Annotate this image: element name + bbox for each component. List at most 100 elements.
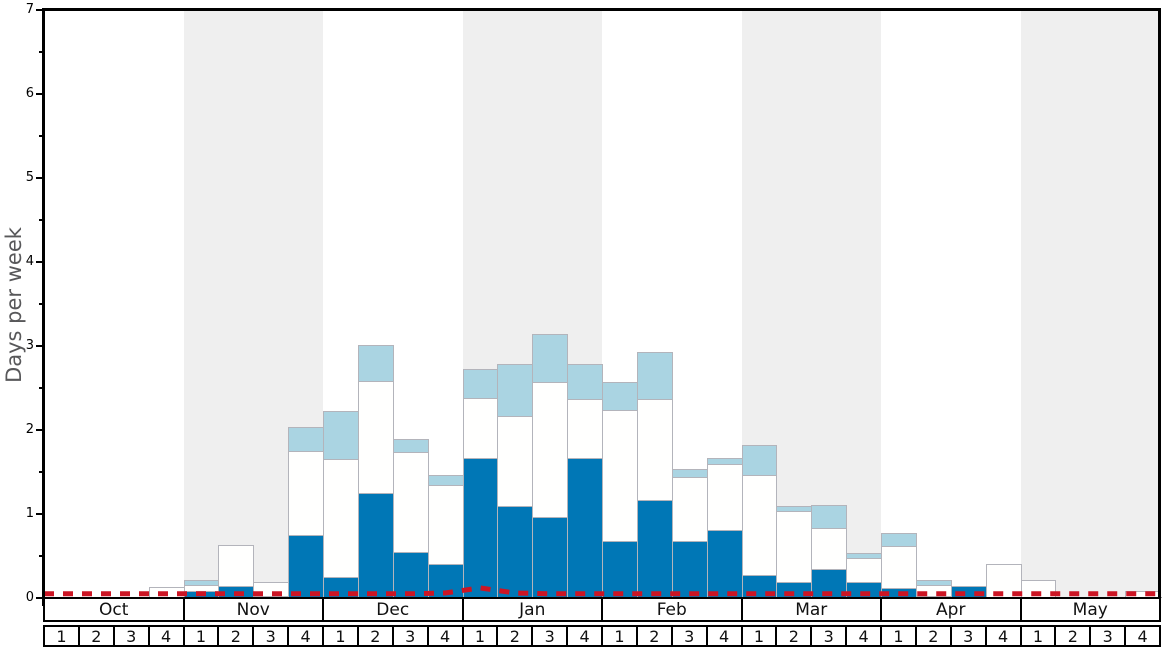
week-cell-apr-1: 1 bbox=[880, 625, 917, 647]
y-tick-label: 2 bbox=[25, 422, 34, 437]
y-major-tick bbox=[36, 345, 44, 347]
bar-segment-dark-blue-days bbox=[811, 569, 848, 599]
bar-segment-light-blue-days bbox=[602, 382, 638, 411]
week-cell-nov-3: 3 bbox=[252, 625, 290, 647]
week-cell-feb-3: 3 bbox=[670, 625, 708, 647]
y-minor-tick bbox=[39, 387, 44, 389]
bar-segment-white-days bbox=[567, 398, 603, 459]
y-tick-label: 0 bbox=[25, 590, 34, 605]
bar-segment-dark-blue-days bbox=[427, 563, 464, 599]
week-cell-oct-4: 4 bbox=[147, 625, 185, 647]
week-cell-may-3: 3 bbox=[1089, 625, 1127, 647]
bar-segment-white-days bbox=[985, 564, 1022, 599]
week-cell-mar-4: 4 bbox=[845, 625, 882, 647]
week-cell-mar-3: 3 bbox=[810, 625, 848, 647]
bar-segment-white-days bbox=[776, 510, 813, 584]
bar-segment-white-days bbox=[218, 545, 255, 588]
y-major-tick bbox=[36, 177, 44, 179]
week-cell-oct-2: 2 bbox=[77, 625, 115, 647]
bar-segment-light-blue-days bbox=[776, 505, 813, 512]
week-cell-jan-3: 3 bbox=[531, 625, 569, 647]
bar-segment-light-blue-days bbox=[323, 410, 359, 460]
y-minor-tick bbox=[39, 219, 44, 221]
week-cell-may-4: 4 bbox=[1124, 625, 1161, 647]
y-tick-label: 1 bbox=[25, 506, 34, 521]
bar-segment-light-blue-days bbox=[706, 457, 743, 466]
bar-segment-dark-blue-days bbox=[567, 457, 603, 599]
y-tick-label: 6 bbox=[25, 86, 34, 101]
bar-segment-white-days bbox=[392, 451, 429, 553]
bar-segment-light-blue-days bbox=[532, 334, 569, 384]
bar-segment-dark-blue-days bbox=[671, 540, 708, 599]
y-minor-tick bbox=[39, 51, 44, 53]
bar-segment-white-days bbox=[846, 557, 882, 584]
week-cell-dec-3: 3 bbox=[391, 625, 429, 647]
bar-segment-white-days bbox=[915, 585, 952, 598]
month-cell-may: May bbox=[1019, 597, 1161, 622]
bar-segment-white-days bbox=[288, 451, 324, 536]
y-major-tick bbox=[36, 9, 44, 11]
bar-segment-light-blue-days bbox=[811, 504, 848, 530]
bar-segment-light-blue-days bbox=[357, 345, 394, 383]
y-minor-tick bbox=[39, 135, 44, 137]
bar-segment-light-blue-days bbox=[567, 363, 603, 400]
month-cell-nov: Nov bbox=[182, 597, 324, 622]
month-band-may bbox=[1020, 10, 1160, 598]
bar-segment-white-days bbox=[427, 484, 464, 565]
bar-segment-white-days bbox=[811, 528, 848, 571]
y-major-tick bbox=[36, 429, 44, 431]
bar-segment-white-days bbox=[602, 409, 638, 542]
month-cell-oct: Oct bbox=[43, 597, 185, 622]
bar-segment-white-days bbox=[183, 584, 220, 593]
y-minor-tick bbox=[39, 303, 44, 305]
month-axis-row: Oct Nov Dec Jan Feb Mar Apr May bbox=[43, 597, 1161, 622]
bar-segment-dark-blue-days bbox=[532, 517, 569, 599]
bar-segment-light-blue-days bbox=[881, 533, 917, 547]
y-minor-tick bbox=[39, 555, 44, 557]
plot-area bbox=[44, 10, 1161, 599]
week-cell-nov-4: 4 bbox=[287, 625, 324, 647]
bar-segment-white-days bbox=[706, 464, 743, 531]
bar-segment-dark-blue-days bbox=[357, 493, 394, 599]
y-major-tick bbox=[36, 597, 44, 599]
y-minor-tick bbox=[39, 471, 44, 473]
bar-segment-light-blue-days bbox=[288, 427, 324, 452]
month-band-oct bbox=[44, 10, 184, 598]
week-cell-feb-2: 2 bbox=[635, 625, 673, 647]
week-cell-apr-3: 3 bbox=[949, 625, 987, 647]
bar-segment-dark-blue-days bbox=[741, 575, 778, 599]
bar-segment-dark-blue-days bbox=[706, 529, 743, 599]
month-cell-mar: Mar bbox=[740, 597, 882, 622]
week-cell-jan-2: 2 bbox=[496, 625, 534, 647]
bar-segment-dark-blue-days bbox=[602, 540, 638, 599]
week-cell-mar-2: 2 bbox=[775, 625, 813, 647]
bar-segment-white-days bbox=[671, 477, 708, 542]
week-cell-nov-2: 2 bbox=[217, 625, 255, 647]
week-cell-dec-1: 1 bbox=[322, 625, 359, 647]
month-cell-jan: Jan bbox=[461, 597, 603, 622]
bar-segment-white-days bbox=[253, 582, 290, 598]
week-cell-oct-3: 3 bbox=[112, 625, 150, 647]
bar-segment-dark-blue-days bbox=[392, 551, 429, 599]
month-band-apr bbox=[881, 10, 1021, 598]
bar-segment-light-blue-days bbox=[497, 363, 534, 417]
week-cell-apr-2: 2 bbox=[914, 625, 952, 647]
right-spine bbox=[1158, 8, 1161, 598]
bar-segment-dark-blue-days bbox=[323, 577, 359, 599]
bar-segment-light-blue-days bbox=[636, 351, 673, 400]
bar-segment-light-blue-days bbox=[671, 469, 708, 479]
month-cell-apr: Apr bbox=[880, 597, 1022, 622]
bar-segment-white-days bbox=[462, 398, 499, 459]
bar-segment-dark-blue-days bbox=[462, 457, 499, 599]
week-cell-nov-1: 1 bbox=[182, 625, 220, 647]
bar-segment-light-blue-days bbox=[462, 368, 499, 400]
bar-segment-light-blue-days bbox=[183, 579, 220, 586]
y-tick-label: 7 bbox=[25, 2, 34, 17]
month-cell-feb: Feb bbox=[601, 597, 743, 622]
bar-segment-dark-blue-days bbox=[497, 505, 534, 599]
week-cell-mar-1: 1 bbox=[740, 625, 778, 647]
top-spine bbox=[42, 8, 1161, 11]
y-tick-label: 3 bbox=[25, 338, 34, 353]
